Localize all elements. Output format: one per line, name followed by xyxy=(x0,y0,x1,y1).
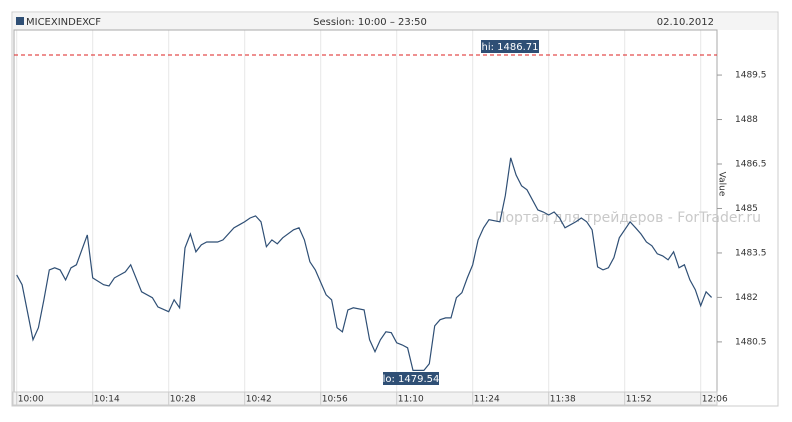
y-tick-label: 1488 xyxy=(735,115,758,125)
header-bar xyxy=(13,13,777,30)
y-tick-label: 1485 xyxy=(735,204,758,214)
lo-label: lo: 1479.54 xyxy=(383,374,440,385)
x-tick-label: 11:24 xyxy=(474,395,500,405)
x-tick-label: 12:06 xyxy=(702,395,728,405)
lo-box xyxy=(383,372,439,385)
x-tick-label: 10:00 xyxy=(18,395,44,405)
y-tick-label: 1482 xyxy=(735,293,758,303)
y-tick-label: 1480.5 xyxy=(735,337,767,347)
session: Session: 10:00 – 23:50 xyxy=(313,17,427,28)
y-axis-label: Value xyxy=(717,172,727,197)
x-axis-strip xyxy=(12,391,718,406)
hi-label: hi: 1486.71 xyxy=(481,42,538,53)
watermark: Портал для трейдеров - ForTrader.ru xyxy=(495,210,761,226)
x-tick-label: 11:38 xyxy=(550,395,576,405)
y-tick-label: 1489.5 xyxy=(735,71,767,81)
chart-frame xyxy=(11,11,779,407)
series-name: MICEXINDEXCF xyxy=(26,17,101,28)
x-tick-label: 11:52 xyxy=(626,395,652,405)
y-tick-label: 1486.5 xyxy=(735,160,767,170)
x-tick-label: 10:14 xyxy=(94,395,120,405)
x-tick-label: 11:10 xyxy=(398,395,424,405)
x-tick-label: 10:56 xyxy=(322,395,348,405)
line xyxy=(16,157,713,371)
y-tick-label: 1483.5 xyxy=(735,248,767,258)
x-tick-label: 10:28 xyxy=(170,395,196,405)
series-swatch xyxy=(16,17,24,25)
x-tick-label: 10:42 xyxy=(246,395,272,405)
date: 02.10.2012 xyxy=(657,17,714,28)
hi-box xyxy=(481,40,539,53)
